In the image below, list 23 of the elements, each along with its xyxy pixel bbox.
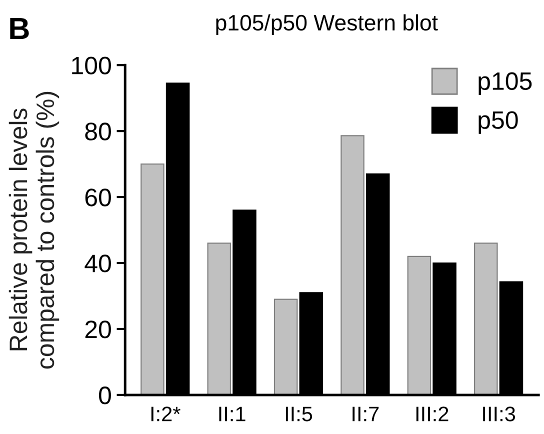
x-tick-label: I:2* xyxy=(151,406,180,422)
y-tick-label: 100 xyxy=(72,56,111,74)
text: B xyxy=(10,18,29,40)
bar xyxy=(274,298,298,395)
y-tick-label: 20 xyxy=(85,320,111,338)
x-tick-label: II:7 xyxy=(352,406,379,422)
bar xyxy=(474,242,498,395)
x-tick-label: III:3 xyxy=(483,406,516,422)
y-axis-title: Relative protein levels compared to controls (%) xyxy=(8,92,60,369)
y-tick-label: 60 xyxy=(85,188,111,206)
y-tick-label: 80 xyxy=(85,122,111,140)
bar xyxy=(140,163,164,395)
bar xyxy=(407,256,432,395)
x-tick-label: II:1 xyxy=(219,406,246,422)
bar xyxy=(340,135,364,395)
bar xyxy=(207,242,232,395)
x-tick-label: II:5 xyxy=(286,406,312,422)
chart-title: p105/p50 Western blot xyxy=(216,14,438,35)
legend-label: p50 xyxy=(478,111,518,134)
y-tick-label: 0 xyxy=(99,386,111,404)
y-tick-label: 40 xyxy=(84,254,111,272)
legend-label: p105 xyxy=(478,72,532,95)
x-tick-label: III:2 xyxy=(416,406,448,422)
